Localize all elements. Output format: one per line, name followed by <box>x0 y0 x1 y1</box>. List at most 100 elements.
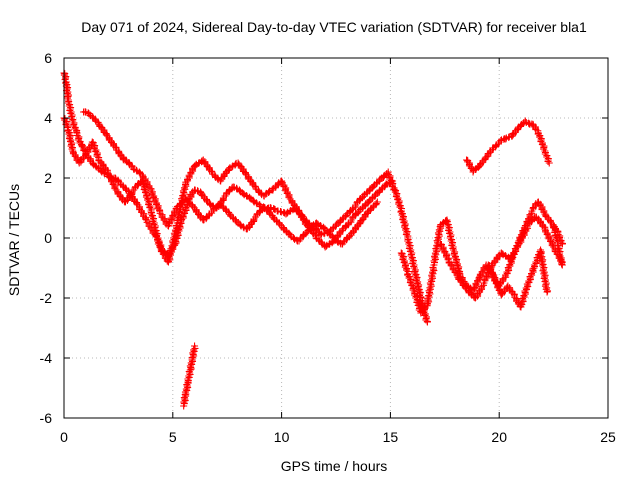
data-point <box>503 268 511 276</box>
data-point <box>399 216 407 224</box>
data-point <box>403 266 411 274</box>
data-point <box>66 135 74 143</box>
data-point <box>521 287 529 295</box>
data-point <box>285 194 293 202</box>
data-point <box>144 196 152 204</box>
data-point <box>428 271 436 279</box>
data-point <box>538 259 546 267</box>
data-point <box>537 251 545 259</box>
data-point <box>398 251 406 259</box>
data-point <box>187 359 195 367</box>
data-point <box>153 233 161 240</box>
data-point <box>538 141 546 149</box>
data-point <box>435 226 443 234</box>
data-point <box>70 122 78 130</box>
data-point <box>404 237 412 245</box>
data-point <box>93 152 101 160</box>
data-point <box>411 269 419 277</box>
data-point <box>452 258 460 266</box>
data-point <box>405 240 413 248</box>
data-point <box>389 177 397 185</box>
data-point <box>398 211 406 219</box>
y-tick-label: 0 <box>44 230 52 246</box>
data-point <box>445 227 453 234</box>
data-point <box>64 127 72 135</box>
data-point <box>73 131 81 139</box>
data-point <box>179 187 187 195</box>
data-point <box>194 187 202 195</box>
data-point <box>539 267 547 275</box>
data-point <box>71 125 79 133</box>
data-point <box>534 130 542 138</box>
x-tick-label: 10 <box>274 429 290 445</box>
data-point <box>399 256 407 264</box>
chart-title: Day 071 of 2024, Sidereal Day-to-day VTE… <box>81 19 587 35</box>
data-point <box>553 235 561 243</box>
data-point <box>149 218 157 225</box>
y-tick-label: 2 <box>44 170 52 186</box>
data-point <box>62 79 70 87</box>
data-point <box>146 204 154 212</box>
data-point <box>505 133 513 141</box>
data-point <box>148 213 156 221</box>
y-tick-label: 4 <box>44 110 52 126</box>
y-tick-label: -4 <box>40 350 53 366</box>
data-point <box>167 245 175 253</box>
data-point <box>401 263 409 271</box>
data-point <box>391 188 399 196</box>
data-point <box>450 251 458 259</box>
x-tick-label: 5 <box>169 429 177 445</box>
data-point <box>397 208 405 216</box>
data-point <box>165 253 173 261</box>
data-point <box>190 346 198 354</box>
data-point <box>408 255 416 263</box>
data-point <box>425 287 433 295</box>
data-point <box>140 186 148 194</box>
data-point <box>543 153 551 161</box>
data-point <box>372 200 380 208</box>
data-point <box>90 145 98 153</box>
data-point <box>166 250 174 258</box>
data-point <box>423 318 431 326</box>
data-point <box>392 193 400 201</box>
data-point <box>164 257 172 265</box>
data-point <box>154 236 162 243</box>
data-point <box>540 274 548 282</box>
data-point <box>522 226 530 234</box>
data-point <box>67 110 75 117</box>
data-point <box>404 271 412 279</box>
data-point <box>502 271 510 279</box>
data-point <box>434 229 442 237</box>
data-point <box>394 196 402 204</box>
x-tick-label: 20 <box>491 429 507 445</box>
data-point <box>400 259 408 267</box>
data-point <box>518 299 526 307</box>
data-point <box>541 150 549 158</box>
data-point <box>412 272 420 280</box>
data-point <box>180 394 188 402</box>
data-point <box>453 261 461 269</box>
data-point <box>446 234 454 242</box>
data-point <box>537 138 545 146</box>
data-point <box>530 261 538 269</box>
y-tick-label: -6 <box>40 410 53 426</box>
data-point <box>396 203 404 211</box>
data-point <box>402 231 410 239</box>
data-point <box>426 279 434 287</box>
data-point <box>432 245 440 252</box>
data-point <box>526 211 534 219</box>
data-point <box>65 130 73 138</box>
data-point <box>150 221 158 228</box>
data-point <box>65 102 73 110</box>
data-point <box>413 279 421 287</box>
data-point <box>558 261 566 269</box>
data-point <box>152 228 160 236</box>
data-point <box>526 273 534 281</box>
data-point <box>431 252 439 260</box>
data-point <box>527 270 535 278</box>
y-tick-label: -2 <box>40 290 53 306</box>
data-point <box>414 302 422 309</box>
data-point <box>444 222 452 230</box>
data-point <box>447 237 455 245</box>
data-point <box>173 215 181 223</box>
